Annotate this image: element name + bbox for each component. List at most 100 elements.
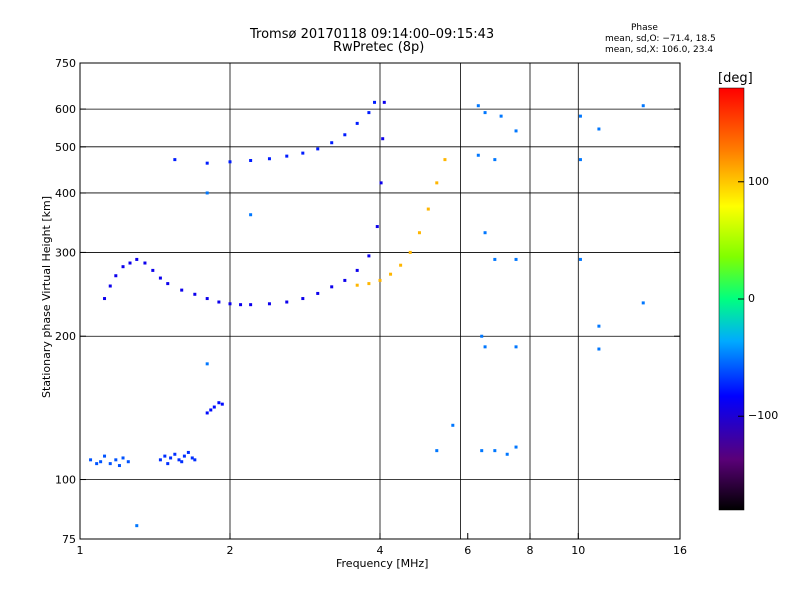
data-point xyxy=(451,423,455,427)
data-point xyxy=(355,121,359,125)
x-tick-label: 16 xyxy=(673,544,687,557)
x-tick-label: 8 xyxy=(527,544,534,557)
data-point xyxy=(114,458,118,462)
data-point xyxy=(103,454,107,458)
colorbar-tick-label: −100 xyxy=(748,409,779,423)
data-point xyxy=(173,158,177,162)
x-tick-label: 2 xyxy=(227,544,234,557)
x-tick-label: 1 xyxy=(77,544,84,557)
data-point xyxy=(169,456,173,460)
colorbar-unit-label: [deg] xyxy=(718,71,753,86)
data-point xyxy=(375,225,379,229)
data-point xyxy=(367,111,371,115)
data-point xyxy=(597,347,601,351)
data-point xyxy=(476,153,480,157)
data-point xyxy=(190,456,194,460)
y-tick-label: 300 xyxy=(55,246,76,259)
data-point xyxy=(249,303,253,307)
data-point xyxy=(301,297,305,301)
data-point xyxy=(89,458,93,462)
data-point xyxy=(514,345,518,349)
data-point xyxy=(220,402,224,406)
data-point xyxy=(355,268,359,272)
data-point xyxy=(480,334,484,338)
data-point xyxy=(493,449,497,453)
data-point xyxy=(316,291,320,295)
data-point xyxy=(505,452,509,456)
data-point xyxy=(217,401,221,405)
axis-ticks: 1 2 4 6 8 10 16 75 100 200 300 400 500 600 750 xyxy=(55,57,687,557)
x-axis-label: Frequency [MHz] xyxy=(336,557,429,570)
data-point xyxy=(343,133,347,137)
data-point xyxy=(205,362,209,366)
x-tick-label: 6 xyxy=(464,544,471,557)
data-point xyxy=(126,460,130,464)
data-point xyxy=(158,458,162,462)
data-point xyxy=(483,345,487,349)
data-point xyxy=(514,445,518,449)
phase-stats-title: Phase xyxy=(631,23,658,33)
y-tick-label: 75 xyxy=(62,533,76,546)
data-point xyxy=(355,283,359,287)
data-point xyxy=(103,297,107,301)
data-point xyxy=(597,127,601,131)
data-point xyxy=(99,460,103,464)
data-point xyxy=(267,302,271,306)
data-point xyxy=(367,282,371,286)
data-point xyxy=(135,524,139,528)
data-point xyxy=(435,449,439,453)
x-tick-label: 4 xyxy=(377,544,384,557)
data-point xyxy=(578,257,582,261)
data-point xyxy=(578,158,582,162)
y-tick-label: 750 xyxy=(55,57,76,70)
data-point xyxy=(128,261,132,265)
data-point xyxy=(578,114,582,118)
y-tick-label: 600 xyxy=(55,103,76,116)
y-tick-label: 200 xyxy=(55,330,76,343)
data-point xyxy=(343,278,347,282)
data-point xyxy=(135,257,139,261)
data-point xyxy=(143,261,147,265)
colorbar-ticks xyxy=(738,181,744,417)
data-point xyxy=(641,301,645,305)
data-point xyxy=(316,147,320,151)
data-point xyxy=(301,151,305,155)
data-point xyxy=(205,297,209,301)
data-point xyxy=(426,207,430,211)
data-point xyxy=(389,272,393,276)
grid-lines xyxy=(80,63,680,539)
data-point xyxy=(249,158,253,162)
data-point xyxy=(399,263,403,267)
data-point xyxy=(228,302,232,306)
y-tick-label: 500 xyxy=(55,141,76,154)
data-point xyxy=(381,137,385,141)
data-point xyxy=(209,408,213,412)
data-point xyxy=(228,160,232,164)
data-point xyxy=(166,462,170,466)
data-point xyxy=(597,324,601,328)
y-tick-label: 400 xyxy=(55,187,76,200)
data-point xyxy=(443,158,447,162)
data-point xyxy=(382,100,386,104)
data-point xyxy=(483,111,487,115)
data-point xyxy=(121,456,125,460)
data-point xyxy=(435,181,439,185)
x-tick-label: 10 xyxy=(571,544,585,557)
data-point xyxy=(158,276,162,280)
data-point xyxy=(285,154,289,158)
data-point xyxy=(493,158,497,162)
data-point xyxy=(117,464,121,468)
data-point xyxy=(217,300,221,304)
data-point xyxy=(182,454,186,458)
data-point xyxy=(163,454,167,458)
data-point xyxy=(641,104,645,108)
data-point xyxy=(205,411,209,415)
data-point xyxy=(514,257,518,261)
data-point xyxy=(367,254,371,258)
data-point xyxy=(121,265,125,269)
chart-subtitle: RwPretec (8p) xyxy=(333,40,425,55)
data-point xyxy=(180,288,184,292)
data-point xyxy=(180,460,184,464)
